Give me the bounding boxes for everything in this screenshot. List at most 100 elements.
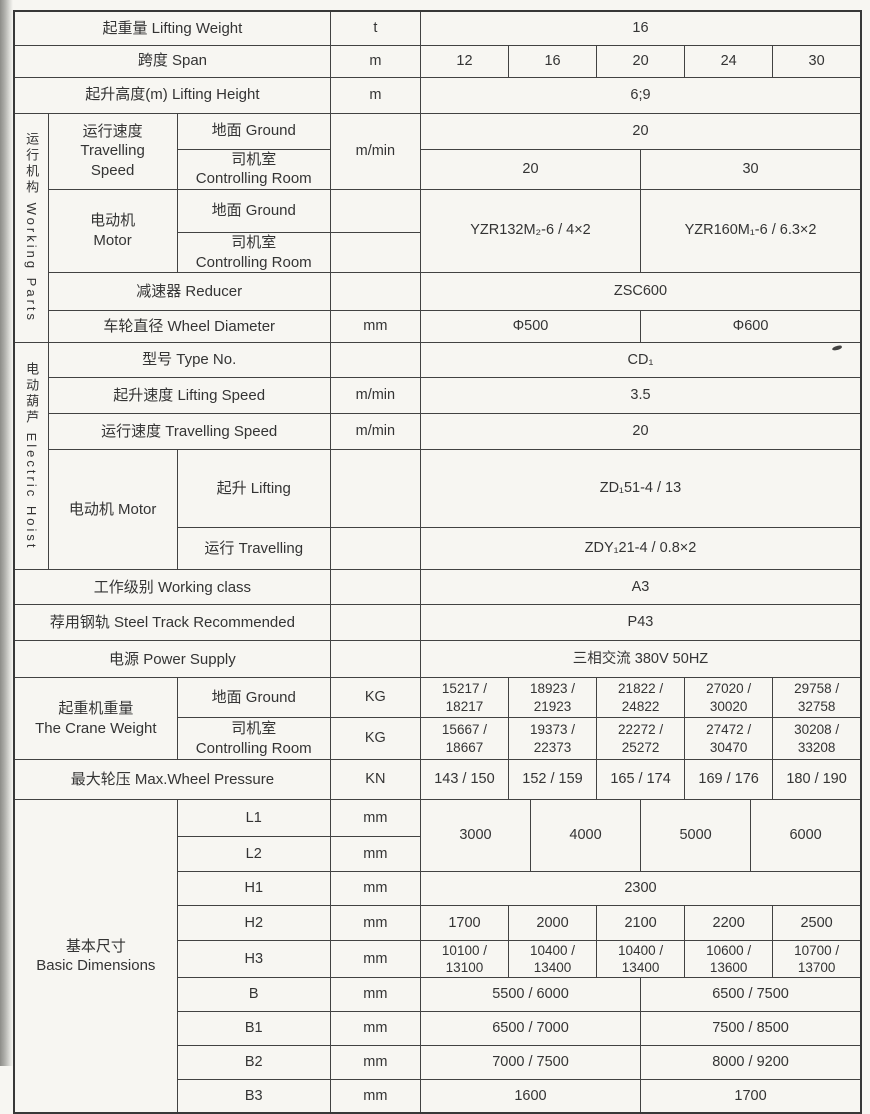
- dim-b2-label: B2: [176, 1045, 331, 1081]
- motor-room-unit-empty: [329, 232, 421, 274]
- crane-weight-ground-value-3: 27020 / 30020: [684, 677, 774, 719]
- steel-track-unit-empty: [329, 604, 421, 642]
- power-supply-value: 三相交流 380V 50HZ: [419, 640, 862, 679]
- dim-h2-value-4: 2500: [772, 905, 862, 942]
- lifting-weight-unit: t: [329, 10, 421, 46]
- dim-h2-unit: mm: [329, 905, 421, 942]
- dim-l-value-3: 6000: [750, 799, 862, 873]
- wheel-diameter-unit: mm: [329, 310, 421, 344]
- dim-h2-value-3: 2200: [684, 905, 774, 942]
- crane-weight-room-label: 司机室 Controlling Room: [176, 717, 331, 761]
- wheel-pressure-value-2: 165 / 174: [596, 759, 686, 801]
- dim-b1-value-1: 7500 / 8500: [640, 1011, 862, 1047]
- span-value-2: 20: [596, 44, 686, 78]
- dim-b3-unit: mm: [329, 1079, 421, 1114]
- dim-b3-value-0: 1600: [419, 1079, 642, 1114]
- row-hoist-travel-speed: 运行速度 Travelling Speed m/min 20: [14, 413, 862, 451]
- span-value-1: 16: [507, 44, 598, 78]
- dim-h3-value-0: 10100 / 13100: [419, 940, 509, 979]
- working-class-value: A3: [419, 569, 862, 606]
- wheel-pressure-value-0: 143 / 150: [419, 759, 509, 801]
- hoist-motor-lifting-value: ZD₁51-4 / 13: [419, 449, 862, 529]
- wheel-pressure-value-1: 152 / 159: [507, 759, 598, 801]
- travel-speed-room-label: 司机室 Controlling Room: [176, 148, 331, 190]
- dim-h3-value-2: 10400 / 13400: [596, 940, 686, 979]
- steel-track-value: P43: [419, 604, 862, 642]
- dim-h3-unit: mm: [329, 940, 421, 979]
- basic-dimensions-label: 基本尺寸 Basic Dimensions: [13, 799, 178, 1114]
- lifting-height-value: 6;9: [419, 76, 862, 114]
- dim-l1-label: L1: [176, 799, 331, 838]
- span-unit: m: [329, 44, 421, 78]
- working-class-label: 工作级别 Working class: [13, 569, 331, 606]
- travel-speed-ground-label: 地面 Ground: [176, 112, 331, 150]
- crane-weight-ground-value-0: 15217 / 18217: [419, 677, 509, 719]
- dim-h2-value-2: 2100: [596, 905, 686, 942]
- row-type-no: 电动葫芦 Electric Hoist 型号 Type No. CD₁: [13, 342, 862, 571]
- hoist-lifting-speed-value: 3.5: [419, 377, 862, 415]
- motor-room-label: 司机室 Controlling Room: [176, 232, 331, 274]
- hoist-travel-speed-label: 运行速度 Travelling Speed: [47, 413, 331, 451]
- dim-b-unit: mm: [329, 977, 421, 1013]
- dim-b-value-1: 6500 / 7500: [640, 977, 862, 1013]
- span-value-0: 12: [419, 44, 509, 78]
- crane-weight-room-value-2: 22272 / 25272: [596, 717, 686, 761]
- row-hoist-motor-travelling: 运行 Travelling ZDY₁21-4 / 0.8×2: [14, 527, 862, 571]
- crane-weight-ground-value-4: 29758 / 32758: [772, 677, 862, 719]
- dim-b2-unit: mm: [329, 1045, 421, 1081]
- crane-weight-room-value-0: 15667 / 18667: [419, 717, 509, 761]
- row-dim-b: B mm 5500 / 6000 6500 / 7500: [14, 977, 862, 1013]
- lifting-weight-value: 16: [419, 10, 862, 46]
- hoist-motor-travelling-value: ZDY₁21-4 / 0.8×2: [419, 527, 862, 571]
- row-hoist-lifting-speed: 起升速度 Lifting Speed m/min 3.5: [14, 377, 862, 415]
- travel-speed-unit: m/min: [329, 112, 421, 190]
- row-wheel-diameter: 车轮直径 Wheel Diameter mm Φ500 Φ600: [14, 310, 862, 344]
- dim-l1-unit: mm: [329, 799, 421, 838]
- row-hoist-motor-lifting: 电动机 Motor 起升 Lifting ZD₁51-4 / 13: [14, 449, 862, 571]
- dim-l2-label: L2: [176, 836, 331, 873]
- lifting-weight-label: 起重量 Lifting Weight: [13, 10, 331, 46]
- reducer-value: ZSC600: [419, 272, 862, 312]
- lifting-height-unit: m: [329, 76, 421, 114]
- span-label: 跨度 Span: [13, 44, 331, 78]
- row-lifting-height: 起升高度(m) Lifting Height m 6;9: [13, 76, 862, 114]
- dim-b2-value-1: 8000 / 9200: [640, 1045, 862, 1081]
- type-no-label: 型号 Type No.: [47, 342, 331, 379]
- row-motor-ground: 电动机 Motor 地面 Ground YZR132M₂-6 / 4×2 YZR…: [14, 188, 862, 274]
- wheel-pressure-value-3: 169 / 176: [684, 759, 774, 801]
- motor-value-1: YZR160M₁-6 / 6.3×2: [640, 188, 862, 274]
- spec-table: 起重量 Lifting Weight t 16 跨度 Span m 12 16 …: [13, 10, 862, 1114]
- dim-b-value-0: 5500 / 6000: [419, 977, 642, 1013]
- motor-ground-unit-empty: [329, 188, 421, 234]
- reducer-unit-empty: [329, 272, 421, 312]
- row-travel-speed-ground: 运行机构 Working Parts 运行速度 Travelling Speed…: [13, 112, 862, 344]
- group-working-parts-label: 运行机构 Working Parts: [24, 132, 40, 324]
- row-travel-speed-room: 司机室 Controlling Room 20 30: [14, 148, 862, 190]
- crane-weight-label: 起重机重量 The Crane Weight: [13, 677, 178, 761]
- dim-l-value-1: 4000: [529, 799, 642, 873]
- wheel-pressure-label: 最大轮压 Max.Wheel Pressure: [13, 759, 331, 801]
- dim-b-label: B: [176, 977, 331, 1013]
- dim-h1-unit: mm: [329, 871, 421, 907]
- dim-h3-value-3: 10600 / 13600: [684, 940, 774, 979]
- motor-ground-label: 地面 Ground: [176, 188, 331, 234]
- hoist-travel-speed-unit: m/min: [329, 413, 421, 451]
- dim-l-value-2: 5000: [640, 799, 752, 873]
- steel-track-label: 荐用钢轨 Steel Track Recommended: [13, 604, 331, 642]
- travel-speed-room-value-1: 30: [640, 148, 862, 190]
- motor-label: 电动机 Motor: [47, 188, 178, 274]
- row-span: 跨度 Span m 12 16 20 24 30: [13, 44, 862, 78]
- crane-weight-ground-label: 地面 Ground: [176, 677, 331, 719]
- dim-b2-value-0: 7000 / 7500: [419, 1045, 642, 1081]
- dim-l-value-0: 3000: [419, 799, 532, 873]
- crane-weight-ground-value-2: 21822 / 24822: [596, 677, 686, 719]
- crane-weight-room-value-4: 30208 / 33208: [772, 717, 862, 761]
- travel-speed-label: 运行速度 Travelling Speed: [47, 112, 178, 190]
- scan-edge-shadow: [0, 0, 13, 1066]
- row-steel-track: 荐用钢轨 Steel Track Recommended P43: [13, 604, 862, 642]
- wheel-pressure-value-4: 180 / 190: [772, 759, 862, 801]
- power-supply-label: 电源 Power Supply: [13, 640, 331, 679]
- wheel-diameter-value-1: Φ600: [640, 310, 862, 344]
- dim-h1-value: 2300: [419, 871, 862, 907]
- travel-speed-room-value-0: 20: [419, 148, 642, 190]
